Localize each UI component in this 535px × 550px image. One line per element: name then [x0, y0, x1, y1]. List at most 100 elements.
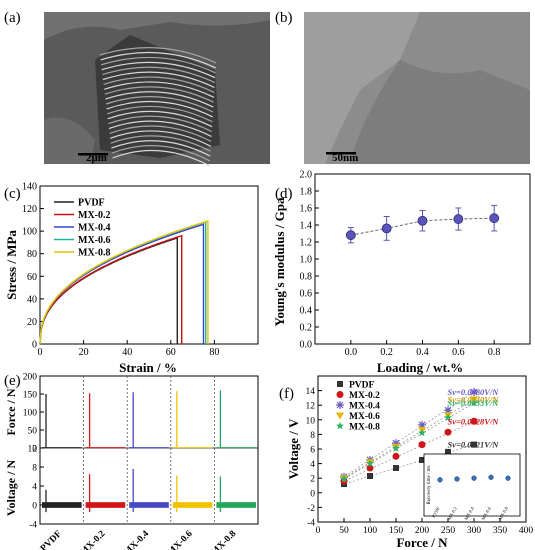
x-tick-label: 400 [519, 526, 534, 536]
y-tick-label: 200 [23, 373, 38, 383]
fit-line [341, 395, 480, 481]
x-tick-label: 0 [316, 526, 321, 536]
y-tick-label: 1.0 [300, 255, 313, 266]
chart-d-points [345, 204, 500, 244]
panel-d-label: (d) [275, 186, 293, 202]
y-tick-label: 80 [27, 249, 37, 260]
panel-e: (e) 0 50 100 150 200 -4 0 4 8 12 PVDF MX-0.2 MX-0.4… [4, 373, 259, 550]
category-label: MX-0.6 [166, 529, 195, 550]
mxene-layer-line [109, 125, 212, 142]
y-tick-label: 0 [32, 502, 37, 512]
data-point-star [340, 474, 348, 483]
inset-point [505, 475, 511, 481]
mxene-layer-line [111, 140, 211, 157]
scalebar-b [326, 152, 356, 155]
y-tick-label: 100 [23, 409, 38, 419]
fit-slope-label: Sv=0.0328V/N [448, 416, 500, 426]
data-point-star [418, 428, 426, 437]
chart-d-axes: 0.0 0.2 0.4 0.6 0.8 0.0 0.2 0.4 0.6 0.8 1.0 1.2 1.4 1… [300, 170, 501, 359]
data-point [345, 230, 356, 241]
fit-line [341, 399, 480, 481]
inset-point [454, 476, 460, 482]
inset-category-label: PVDF [431, 506, 441, 519]
x-tick-label: 0.6 [452, 347, 465, 358]
inset-category-label: MX-0.8 [497, 505, 509, 521]
x-tick-label: 20 [79, 347, 89, 358]
chart-c-xlabel: Strain / % [119, 360, 177, 375]
chart-d-frame [314, 173, 531, 345]
category-label: MX-0.4 [122, 529, 151, 550]
data-point [489, 213, 500, 224]
data-point-square [445, 448, 451, 455]
mxene-layer-line [102, 66, 216, 84]
chart-e-bottom-ylabel: Voltage / N [4, 460, 18, 517]
panel-a-label: (a) [4, 10, 21, 26]
mxene-layer-line [111, 145, 211, 162]
legend-label: PVDF [349, 381, 375, 391]
chart-f-fit-lines [341, 388, 480, 486]
x-tick-label: 0 [38, 347, 43, 358]
y-tick-label: 0.0 [300, 340, 313, 351]
fit-line [341, 418, 480, 483]
x-tick-label: 0.0 [345, 347, 358, 358]
chart-f-points [340, 388, 478, 488]
legend-label: PVDF [78, 198, 105, 209]
y-tick-label: 1.8 [300, 187, 313, 198]
y-tick-label: 40 [27, 294, 37, 305]
mxene-layers [99, 47, 217, 167]
data-point [453, 214, 464, 224]
chart-e-frame [39, 375, 259, 525]
y-tick-label: 0 [32, 340, 37, 351]
tem-image-light-region [304, 12, 420, 164]
category-label: MX-0.8 [209, 529, 238, 550]
data-point-star [470, 398, 478, 407]
y-tick-label: 8 [32, 464, 37, 474]
inset-category-label: MX-0.2 [446, 506, 458, 521]
x-tick-label: 80 [209, 347, 219, 358]
stress-strain-curve [39, 223, 205, 345]
legend-label: MX-0.4 [349, 402, 380, 412]
y-tick-label: 2 [310, 475, 315, 485]
y-tick-label: 4 [32, 483, 37, 493]
y-tick-label: 120 [22, 204, 37, 215]
chart-f-inset: PVDF MX-0.2 MX-0.4 MX-0.6 MX-0.8 Recovery tim… [423, 453, 521, 521]
chart-f-fit-labels: Sv=0.0221V/N Sv=0.0328V/N Sv=0.0480V/NSv=0… [448, 387, 500, 450]
chart-e-axes: 0 50 100 150 200 -4 0 4 8 12 [23, 373, 44, 531]
panel-b: 50nm (b) [275, 10, 530, 164]
data-point-star [444, 413, 452, 421]
data-point-star [366, 459, 374, 467]
panel-b-label: (b) [275, 10, 293, 26]
mxene-layer-line [108, 115, 213, 133]
inset-point [488, 474, 494, 480]
mxene-layer-line [99, 47, 217, 64]
stress-strain-curve [39, 234, 183, 345]
y-tick-label: 20 [27, 317, 37, 328]
scalebar-a-label: 2μm [86, 152, 107, 164]
voltage-noise-band [42, 502, 82, 508]
data-point-square [471, 441, 477, 448]
legend-label: MX-0.4 [78, 223, 111, 234]
data-point-circle [418, 441, 426, 449]
panel-c-label: (c) [4, 186, 21, 202]
panel-e-label: (e) [4, 373, 21, 389]
tem-nanosheet [350, 60, 530, 164]
mxene-layer-line [110, 135, 211, 152]
mxene-layer-line [112, 150, 210, 167]
fit-slope-label: Sv=0.0221V/N [448, 440, 500, 450]
inset-point [437, 477, 443, 483]
x-tick-label: 200 [415, 526, 430, 536]
y-tick-label: -4 [307, 519, 315, 529]
mxene-layer-line [109, 130, 212, 147]
stress-strain-curve [39, 220, 209, 345]
inset-category-label: MX-0.4 [463, 505, 475, 521]
scalebar-a [78, 153, 108, 156]
y-tick-label: 140 [22, 182, 37, 193]
y-tick-label: 8 [310, 431, 315, 441]
y-tick-label: -2 [307, 504, 315, 514]
y-tick-label: 150 [23, 391, 38, 401]
x-tick-label: 40 [122, 347, 132, 358]
y-tick-label: 12 [306, 402, 316, 412]
legend-label: MX-0.8 [78, 248, 111, 259]
